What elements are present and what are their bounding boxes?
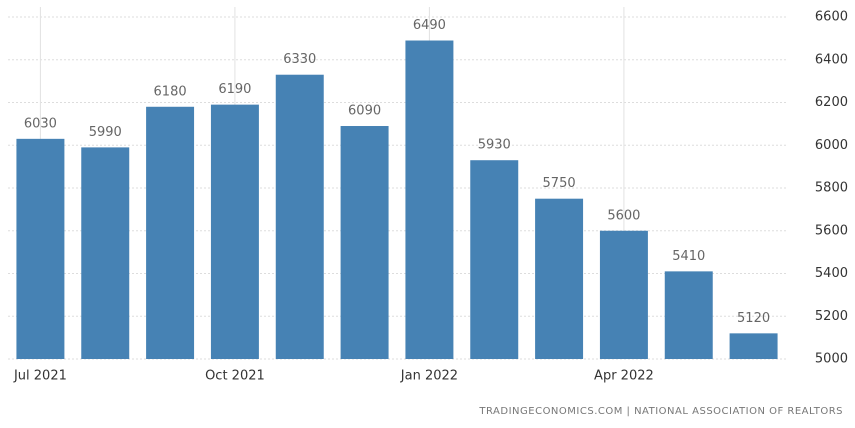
x-tick-label: Jan 2022 [400, 369, 458, 384]
x-tick-label: Apr 2022 [594, 369, 654, 384]
bar [405, 40, 454, 359]
bar [340, 126, 389, 359]
value-label: 5990 [89, 125, 122, 140]
value-label: 5600 [607, 208, 640, 223]
value-label: 6330 [283, 52, 316, 67]
value-label: 6030 [24, 116, 57, 131]
value-label: 6180 [154, 84, 187, 99]
y-tick-label: 5800 [815, 181, 848, 196]
y-tick-label: 5600 [815, 223, 848, 238]
bar [470, 160, 519, 359]
bar [210, 104, 259, 359]
value-label: 5410 [672, 249, 705, 264]
y-tick-label: 5000 [815, 352, 848, 367]
bar [146, 106, 195, 360]
y-tick-label: 6400 [815, 52, 848, 67]
y-tick-label: 5400 [815, 266, 848, 281]
value-label: 5120 [737, 311, 770, 326]
value-label: 6490 [413, 18, 446, 33]
y-tick-label: 6200 [815, 95, 848, 110]
bar [81, 147, 130, 359]
y-tick-label: 6000 [815, 138, 848, 153]
bar [535, 198, 584, 359]
source: TRADINGECONOMICS.COM | NATIONAL ASSOCIAT… [478, 406, 843, 417]
value-label: 6190 [218, 82, 251, 97]
value-label: 5930 [478, 138, 511, 153]
x-tick-label: Oct 2021 [205, 369, 265, 384]
bar [664, 271, 713, 359]
value-label: 5750 [543, 176, 576, 191]
bar [16, 138, 65, 359]
y-tick-label: 5200 [815, 309, 848, 324]
y-tick-label: 6600 [815, 10, 848, 25]
value-label: 6090 [348, 104, 381, 119]
bar [729, 333, 778, 359]
bar [599, 230, 648, 359]
bar [275, 74, 324, 360]
x-tick-label: Jul 2021 [13, 369, 67, 384]
